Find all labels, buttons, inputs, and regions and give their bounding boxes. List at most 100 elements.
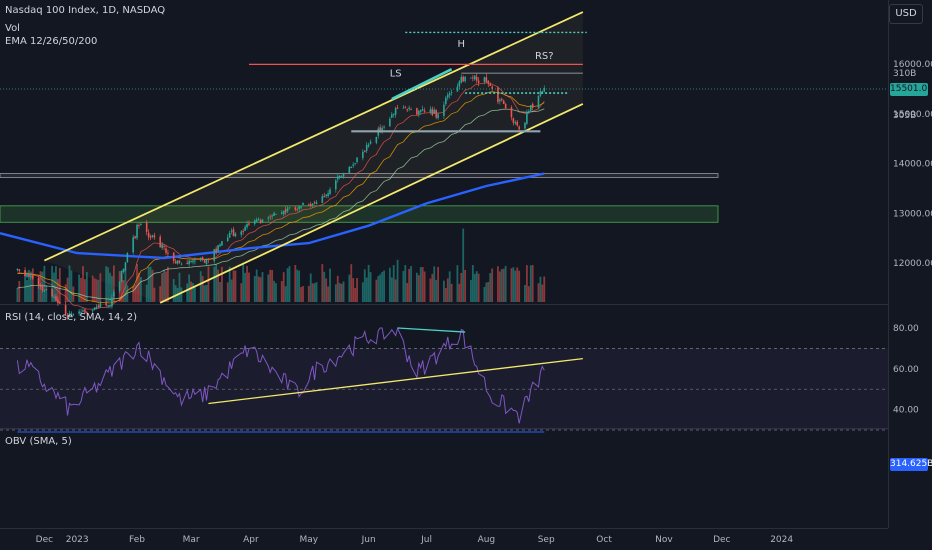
candle-body <box>78 311 80 314</box>
candle-body <box>375 136 378 143</box>
volume-bar <box>85 272 88 302</box>
channel-upper-line <box>44 11 584 262</box>
candle-body <box>435 109 437 118</box>
candle-body <box>105 303 107 306</box>
candle-body <box>431 108 434 116</box>
candle-body <box>383 126 385 128</box>
rsi-line <box>16 326 545 424</box>
candle-body <box>369 141 372 144</box>
volume-bar <box>529 265 532 302</box>
candle-body <box>41 285 44 291</box>
volume-bar <box>327 286 329 302</box>
legend-obv: OBV (SMA, 5) <box>5 436 72 447</box>
candle-body <box>18 269 21 271</box>
candle-body <box>356 157 358 163</box>
resistance-zone <box>0 173 719 178</box>
volume-bar <box>280 281 283 302</box>
volume-bar <box>215 264 218 302</box>
candle-body <box>275 213 277 215</box>
volume-bar <box>192 282 194 302</box>
volume-bar <box>194 286 196 302</box>
candle-body <box>51 288 53 297</box>
candle-body <box>178 260 181 263</box>
volume-bar <box>464 269 467 302</box>
candle-body <box>392 113 395 115</box>
volume-bar <box>78 274 81 302</box>
volume-bar <box>361 282 364 302</box>
volume-bar <box>58 267 61 302</box>
volume-bar <box>275 283 277 302</box>
volume-bar <box>261 272 264 302</box>
volume-bar <box>178 272 181 302</box>
candle-body <box>477 80 480 83</box>
candle-body <box>132 237 134 253</box>
candle-body <box>537 95 540 108</box>
candle-body <box>294 207 297 210</box>
candle-body <box>95 306 98 309</box>
volume-bar <box>329 268 331 302</box>
volume-bar <box>93 278 96 302</box>
candle-body <box>497 87 499 103</box>
volume-bar <box>421 267 424 302</box>
candle-body <box>410 109 412 110</box>
currency-button[interactable]: USD <box>889 4 923 24</box>
candle-body <box>446 94 449 98</box>
volume-bar <box>18 281 21 302</box>
volume-bar <box>435 279 438 302</box>
candle-body <box>363 150 366 152</box>
candle-body <box>437 114 439 119</box>
candle-body <box>286 208 289 212</box>
candle-body <box>526 112 528 124</box>
candle-body <box>43 290 46 292</box>
candle-body <box>396 107 399 109</box>
volume-bar <box>462 228 465 302</box>
volume-bar <box>456 265 459 302</box>
volume-bar <box>531 265 534 302</box>
volume-bar <box>300 287 302 302</box>
candle-body <box>145 222 148 232</box>
candle-body <box>499 99 501 102</box>
candle-body <box>402 107 405 109</box>
candle-body <box>219 244 221 247</box>
volume-bar <box>105 266 108 302</box>
volume-bar <box>145 284 148 302</box>
volume-bar <box>172 279 175 302</box>
candle-body <box>302 202 304 206</box>
candle-body <box>470 77 472 79</box>
volume-bar <box>219 282 221 302</box>
candle-body <box>91 310 94 312</box>
volume-bar <box>369 272 372 302</box>
candle-body <box>267 217 270 219</box>
volume-bar <box>473 273 476 302</box>
candle-body <box>190 260 192 262</box>
volume-bar <box>402 270 405 302</box>
candle-body <box>273 212 275 216</box>
candle-body <box>151 235 154 237</box>
volume-bar <box>45 285 48 302</box>
candle-body <box>327 193 329 197</box>
time-tick-label: Jul <box>420 535 432 545</box>
rsi-trendline <box>208 357 583 405</box>
volume-bar <box>309 273 312 302</box>
candle-body <box>338 175 341 178</box>
candle-body <box>207 258 210 260</box>
volume-bar <box>518 270 521 302</box>
volume-bar <box>429 278 432 302</box>
candle-body <box>284 209 287 213</box>
volume-bar <box>43 265 46 302</box>
candle-body <box>501 99 503 101</box>
volume-bar <box>383 270 385 302</box>
volume-bar <box>99 273 102 302</box>
volume-bar <box>271 269 274 302</box>
volume-bar <box>514 270 517 302</box>
volume-bar <box>471 265 474 302</box>
volume-bar <box>126 285 129 302</box>
candle-body <box>215 248 217 253</box>
candle-body <box>404 107 407 108</box>
candle-body <box>180 263 183 265</box>
candle-body <box>350 166 353 168</box>
volume-bar <box>282 272 285 302</box>
candle-body <box>419 110 422 112</box>
price-tick-label: 14000.00 <box>893 160 932 170</box>
